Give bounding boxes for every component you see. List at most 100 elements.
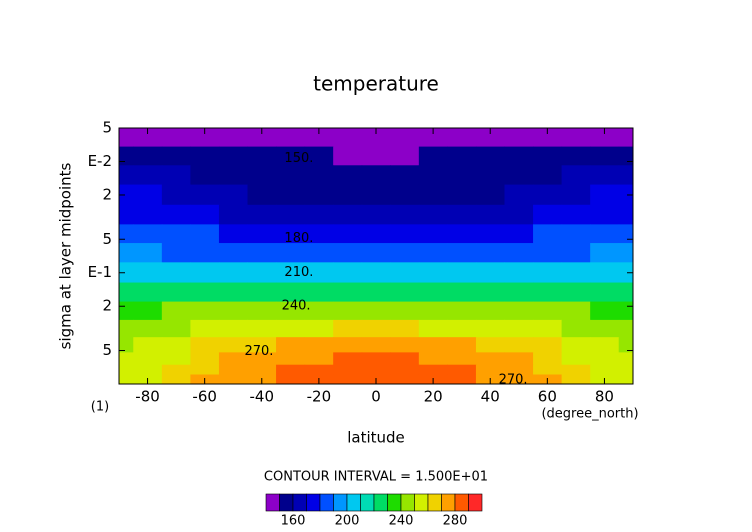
cell xyxy=(504,374,534,385)
cell xyxy=(218,146,248,166)
cell xyxy=(590,319,620,338)
cell xyxy=(119,128,134,148)
cell xyxy=(475,165,505,186)
cell xyxy=(618,364,634,376)
cell xyxy=(504,128,534,148)
colorbar-label: 280 xyxy=(443,514,468,529)
cell xyxy=(590,243,620,263)
cell xyxy=(618,146,634,166)
y-units: (1) xyxy=(91,400,109,415)
cell xyxy=(504,319,534,338)
colorbar-label: 240 xyxy=(389,514,414,529)
cell xyxy=(304,301,334,321)
cell xyxy=(119,319,134,338)
cell xyxy=(361,319,391,338)
colorbar-box xyxy=(333,493,348,512)
cell xyxy=(618,165,634,186)
cell xyxy=(119,301,134,321)
cell xyxy=(390,337,420,353)
cell xyxy=(504,352,534,366)
cell xyxy=(418,165,448,186)
cell xyxy=(190,301,220,321)
contour-label: 150. xyxy=(284,151,313,166)
cell xyxy=(561,128,591,148)
cell xyxy=(561,301,591,321)
cell xyxy=(247,128,277,148)
cell xyxy=(361,184,391,206)
colorbar-box xyxy=(373,493,388,512)
cell xyxy=(119,243,134,263)
cell xyxy=(618,184,634,206)
cell xyxy=(161,204,191,225)
y-tick-label: E-2 xyxy=(88,152,112,170)
cell xyxy=(190,319,220,338)
chart-title: temperature xyxy=(313,72,439,96)
y-tick-label: E-1 xyxy=(88,263,112,281)
colorbar-box xyxy=(468,493,483,512)
cell xyxy=(618,224,634,244)
cell xyxy=(133,337,163,353)
colorbar-box xyxy=(306,493,321,512)
cell xyxy=(361,301,391,321)
cell xyxy=(390,262,420,284)
cell xyxy=(133,352,163,366)
cell xyxy=(190,165,220,186)
cell xyxy=(533,165,563,186)
cell xyxy=(190,282,220,303)
x-tick-label: -20 xyxy=(307,388,332,406)
cell xyxy=(533,204,563,225)
cell xyxy=(590,165,620,186)
cell xyxy=(447,165,477,186)
cell xyxy=(447,262,477,284)
cell xyxy=(447,337,477,353)
cell xyxy=(504,165,534,186)
cell xyxy=(304,224,334,244)
cell xyxy=(247,364,277,376)
cell xyxy=(276,224,306,244)
x-tick-label: 20 xyxy=(424,388,443,406)
cell xyxy=(418,364,448,376)
cell xyxy=(618,374,634,385)
cell xyxy=(561,146,591,166)
cell xyxy=(533,352,563,366)
cell xyxy=(133,319,163,338)
cell xyxy=(361,337,391,353)
cell xyxy=(333,282,363,303)
cell xyxy=(447,319,477,338)
cell xyxy=(533,262,563,284)
cell xyxy=(247,301,277,321)
cell xyxy=(276,146,306,166)
cell xyxy=(618,243,634,263)
cell xyxy=(133,262,163,284)
y-tick-label: 5 xyxy=(102,119,112,137)
cell xyxy=(618,352,634,366)
cell xyxy=(304,364,334,376)
cell xyxy=(533,364,563,376)
y-tick-label: 5 xyxy=(102,341,112,359)
cell xyxy=(390,301,420,321)
cell xyxy=(161,224,191,244)
cell xyxy=(304,337,334,353)
cell xyxy=(218,224,248,244)
cell xyxy=(618,282,634,303)
cell xyxy=(533,243,563,263)
cell xyxy=(590,282,620,303)
cell xyxy=(333,319,363,338)
cell xyxy=(447,184,477,206)
cell xyxy=(618,204,634,225)
cell xyxy=(533,128,563,148)
cell xyxy=(561,337,591,353)
cell xyxy=(390,352,420,366)
cell xyxy=(504,364,534,376)
cell xyxy=(161,282,191,303)
cell xyxy=(390,165,420,186)
cell xyxy=(190,337,220,353)
cell xyxy=(218,337,248,353)
cell xyxy=(504,301,534,321)
cell xyxy=(333,243,363,263)
cell xyxy=(218,282,248,303)
cell xyxy=(561,184,591,206)
cell xyxy=(304,243,334,263)
cell xyxy=(119,204,134,225)
cell xyxy=(504,204,534,225)
